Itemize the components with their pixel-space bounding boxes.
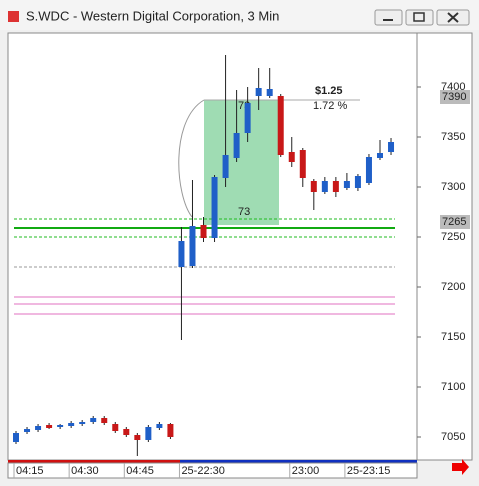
x-tick-label: 25-23:15 bbox=[347, 465, 390, 477]
maximize-button[interactable] bbox=[405, 9, 434, 26]
x-tick-label: 04:30 bbox=[71, 465, 99, 477]
time-axis bbox=[7, 462, 418, 479]
x-tick-label: 23:00 bbox=[292, 465, 320, 477]
candle-body bbox=[332, 181, 339, 192]
candle-body bbox=[112, 424, 119, 431]
candle-body bbox=[57, 425, 64, 427]
candle-body bbox=[13, 433, 19, 442]
candle-body bbox=[288, 152, 295, 162]
candle-body bbox=[46, 425, 53, 428]
candle-body bbox=[200, 225, 207, 238]
x-tick-label: 25-22:30 bbox=[181, 465, 224, 477]
price-marker bbox=[440, 215, 470, 229]
candle-body bbox=[376, 153, 383, 158]
minimize-button[interactable] bbox=[374, 9, 403, 26]
price-axis bbox=[416, 32, 473, 461]
measure-percent: 1.72 % bbox=[313, 100, 347, 112]
scroll-arrow[interactable] bbox=[452, 459, 469, 475]
y-tick-label: 7200 bbox=[441, 281, 465, 293]
candle-body bbox=[68, 423, 75, 426]
candle-body bbox=[354, 176, 361, 188]
candle-body bbox=[365, 157, 372, 183]
y-tick-label: 7350 bbox=[441, 131, 465, 143]
candle-body bbox=[123, 429, 130, 435]
plot-area bbox=[7, 32, 418, 461]
y-tick-label: 7250 bbox=[441, 231, 465, 243]
y-tick-label: 7100 bbox=[441, 381, 465, 393]
x-tick-label: 04:15 bbox=[16, 465, 44, 477]
candle-body bbox=[35, 426, 42, 430]
candle-body bbox=[189, 226, 196, 266]
candle-body bbox=[277, 96, 284, 155]
candle-body bbox=[79, 422, 86, 424]
candle-body bbox=[244, 103, 251, 133]
y-tick-label: 7050 bbox=[441, 431, 465, 443]
price-marker-label: 7390 bbox=[442, 91, 466, 103]
candle-body bbox=[222, 155, 229, 178]
candle-body bbox=[299, 150, 306, 178]
candle-body bbox=[178, 241, 185, 267]
candle-body bbox=[255, 88, 262, 96]
candle-body bbox=[388, 142, 395, 152]
candle-body bbox=[24, 429, 31, 432]
candle-body bbox=[343, 181, 350, 188]
session-bar bbox=[8, 460, 180, 463]
price-marker-label: 7265 bbox=[442, 216, 466, 228]
window-title: S.WDC - Western Digital Corporation, 3 M… bbox=[26, 8, 279, 23]
candle-body bbox=[134, 435, 141, 440]
measure-change: $1.25 bbox=[315, 85, 343, 97]
price-marker bbox=[440, 90, 470, 104]
session-bar bbox=[180, 460, 417, 463]
candle-body bbox=[90, 418, 97, 422]
x-tick-label: 04:45 bbox=[126, 465, 154, 477]
y-tick-label: 7150 bbox=[441, 331, 465, 343]
candle-body bbox=[233, 133, 240, 158]
app-icon bbox=[8, 11, 19, 22]
candle-body bbox=[310, 181, 317, 192]
measure-arc bbox=[178, 99, 205, 218]
candle-body bbox=[101, 418, 108, 423]
measure-bars: 73 bbox=[238, 206, 250, 218]
candle-body bbox=[167, 424, 174, 437]
y-tick-label: 7400 bbox=[441, 81, 465, 93]
candle-body bbox=[266, 89, 273, 96]
y-tick-label: 7300 bbox=[441, 181, 465, 193]
candle-body bbox=[145, 427, 152, 440]
candle-body bbox=[321, 181, 328, 192]
candle-body bbox=[211, 177, 218, 238]
candle-body bbox=[156, 424, 163, 428]
